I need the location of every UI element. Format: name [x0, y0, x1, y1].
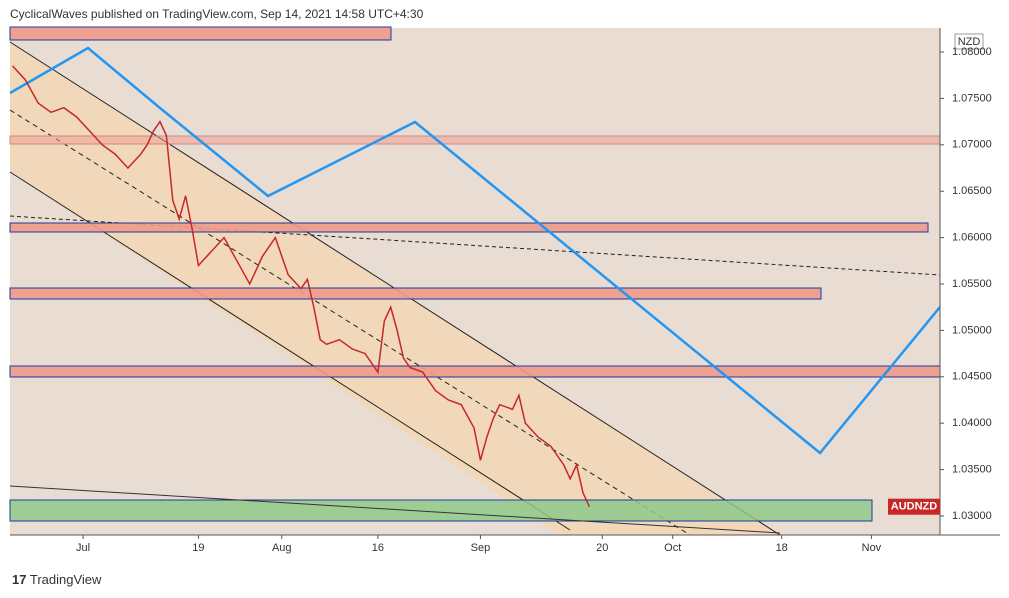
x-tick-label: 20: [596, 542, 608, 554]
footer-text: TradingView: [29, 572, 102, 587]
symbol-label: AUDNZD: [891, 501, 937, 513]
y-axis-bg: [940, 28, 1009, 535]
x-tick-label: Oct: [664, 542, 681, 554]
currency: NZD: [958, 36, 981, 48]
y-tick-label: 1.04500: [952, 371, 992, 383]
y-tick-label: 1.08000: [952, 46, 992, 58]
y-tick-label: 1.06000: [952, 232, 992, 244]
x-tick-label: 18: [776, 542, 788, 554]
y-tick-label: 1.04000: [952, 417, 992, 429]
x-tick-label: 16: [372, 542, 384, 554]
trend-line: [9, 485, 781, 534]
y-tick-label: 1.07000: [952, 139, 992, 151]
footer: 17 TradingView: [12, 572, 102, 587]
price-line: [12, 65, 591, 508]
y-tick-label: 1.03000: [952, 510, 992, 522]
projection: [9, 46, 941, 455]
zone: [9, 365, 941, 378]
zone: [9, 222, 929, 233]
zone: [9, 287, 822, 300]
x-tick-label: Sep: [471, 542, 491, 554]
y-tick-label: 1.05500: [952, 278, 992, 290]
x-tick-label: Aug: [272, 542, 292, 554]
y-tick-label: 1.03500: [952, 463, 992, 475]
support-zone: [9, 499, 873, 522]
zones: [9, 26, 941, 378]
zone: [9, 26, 392, 41]
y-tick-label: 1.05000: [952, 324, 992, 336]
x-tick-label: 19: [192, 542, 204, 554]
y-tick-label: 1.06500: [952, 185, 992, 197]
x-tick-label: Nov: [862, 542, 882, 554]
symbol-box: [888, 498, 940, 515]
chart: NZD 1.03000 1.03500 1.04000 1.04500 1.05000 1…: [9, 26, 1009, 554]
header: CyclicalWaves published on TradingView.c…: [10, 7, 424, 21]
currency-box: [954, 33, 984, 50]
y-tick-label: 1.07500: [952, 92, 992, 104]
x-tick-label: Jul: [76, 542, 90, 554]
